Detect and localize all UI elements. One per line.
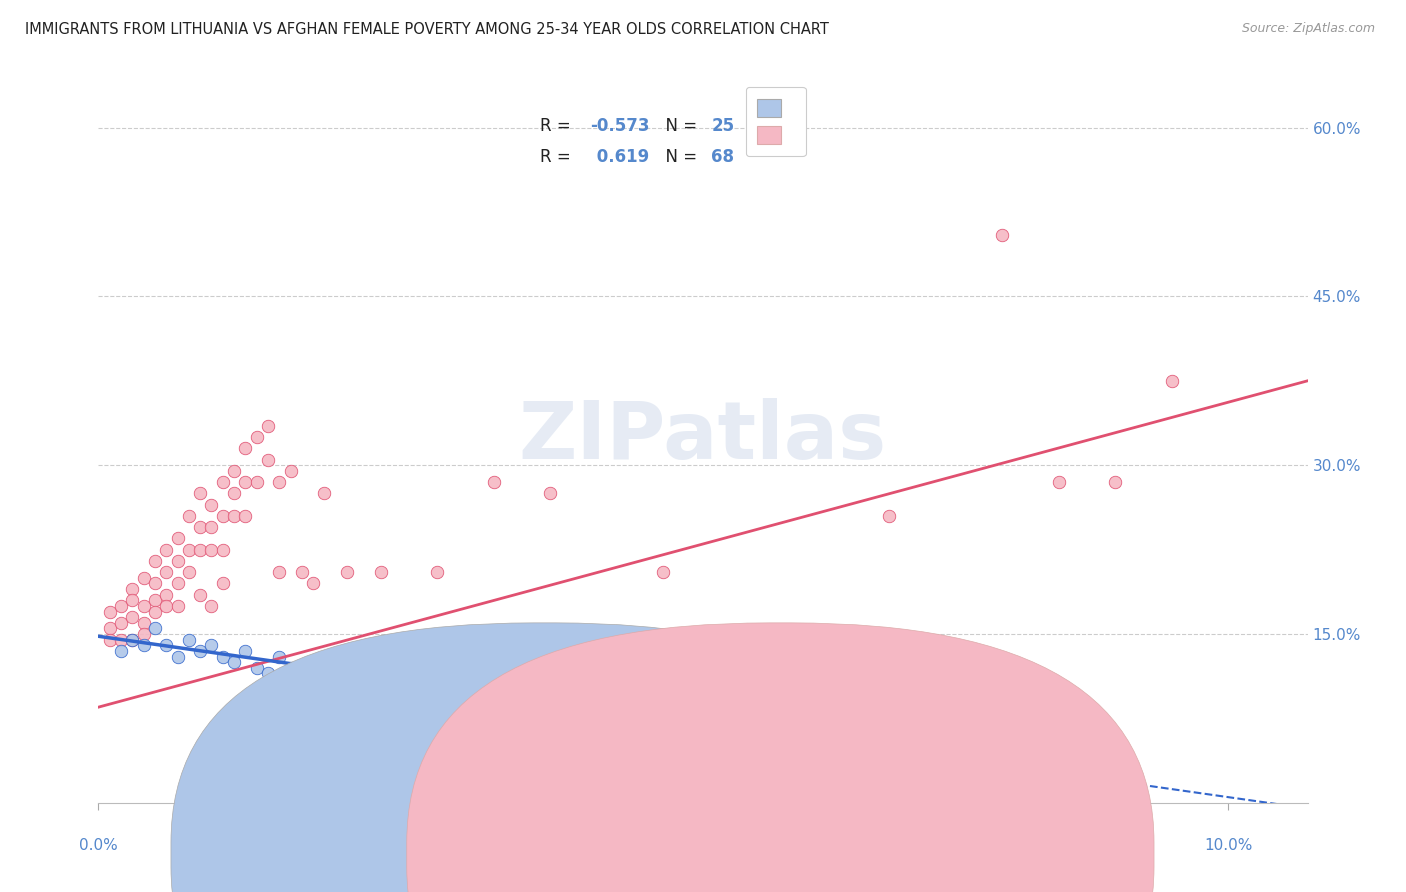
Text: R =: R =: [540, 117, 576, 136]
Text: Source: ZipAtlas.com: Source: ZipAtlas.com: [1241, 22, 1375, 36]
Text: 68: 68: [711, 148, 734, 166]
Text: Immigrants from Lithuania: Immigrants from Lithuania: [564, 847, 768, 862]
Text: Afghans: Afghans: [800, 847, 862, 862]
Text: IMMIGRANTS FROM LITHUANIA VS AFGHAN FEMALE POVERTY AMONG 25-34 YEAR OLDS CORRELA: IMMIGRANTS FROM LITHUANIA VS AFGHAN FEMA…: [25, 22, 830, 37]
Text: 25: 25: [711, 117, 734, 136]
Text: 10.0%: 10.0%: [1205, 838, 1253, 853]
Text: 0.0%: 0.0%: [79, 838, 118, 853]
Legend: , : ,: [745, 87, 806, 156]
Text: R =: R =: [540, 148, 581, 166]
FancyBboxPatch shape: [406, 623, 1154, 892]
Text: N =: N =: [655, 117, 702, 136]
Text: -0.573: -0.573: [591, 117, 650, 136]
Text: 0.619: 0.619: [591, 148, 648, 166]
FancyBboxPatch shape: [172, 623, 918, 892]
Text: ZIPatlas: ZIPatlas: [519, 398, 887, 476]
Text: N =: N =: [655, 148, 702, 166]
